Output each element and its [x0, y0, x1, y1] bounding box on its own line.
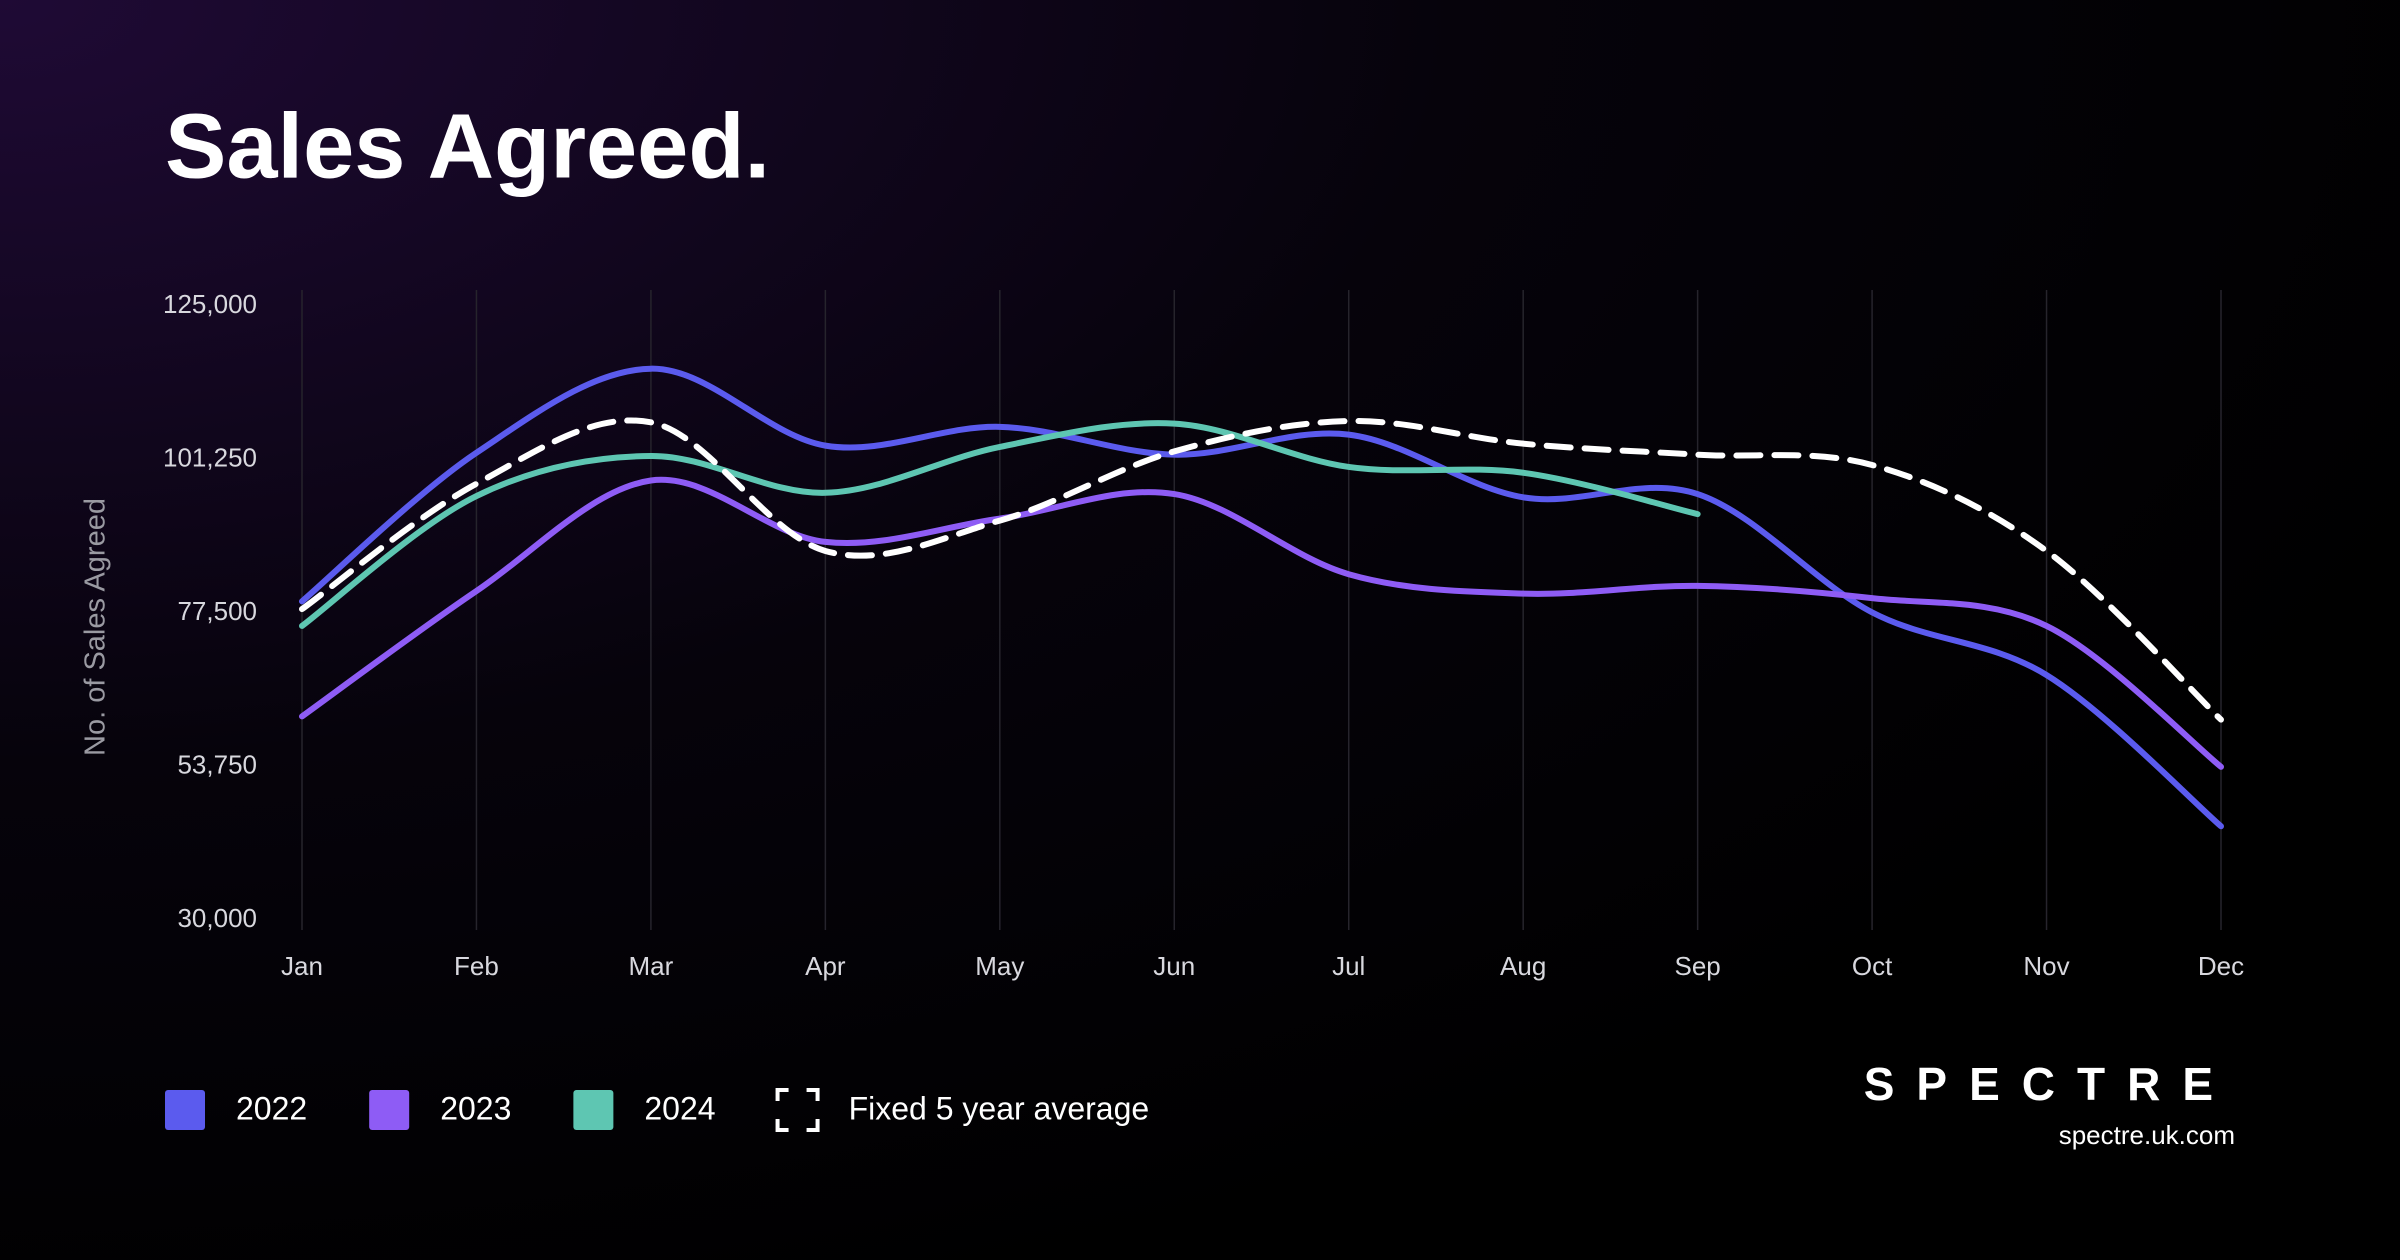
x-tick-label: Jun	[1153, 951, 1195, 981]
x-tick-label: Jul	[1332, 951, 1365, 981]
series-line	[299, 420, 1701, 629]
y-tick-label: 53,750	[177, 749, 257, 779]
legend-swatch	[573, 1090, 614, 1130]
legend-label: 2024	[644, 1090, 715, 1126]
x-tick-label: Mar	[629, 951, 674, 981]
x-tick-label: Jan	[281, 951, 323, 981]
y-tick-label: 77,500	[177, 596, 257, 626]
chart-title: Sales Agreed.	[165, 95, 770, 197]
x-tick-label: Feb	[454, 951, 499, 981]
y-axis-label: No. of Sales Agreed	[80, 498, 112, 756]
x-tick-label: May	[975, 951, 1024, 981]
legend-swatch	[165, 1090, 205, 1130]
series-line	[299, 476, 2224, 770]
series-line	[299, 417, 2224, 723]
y-tick-label: 125,000	[163, 289, 257, 319]
x-tick-label: Nov	[2023, 951, 2069, 981]
brand-logo: SPECTRE	[1864, 1058, 2235, 1110]
legend-swatch	[369, 1090, 410, 1130]
legend-label: Fixed 5 year average	[849, 1090, 1150, 1126]
y-tick-label: 30,000	[177, 903, 257, 933]
x-tick-label: Aug	[1500, 951, 1546, 981]
legend-swatch	[775, 1088, 820, 1132]
brand-url: spectre.uk.com	[2059, 1120, 2235, 1150]
x-tick-label: Apr	[805, 951, 846, 981]
legend-label: 2023	[440, 1090, 511, 1126]
x-tick-label: Dec	[2198, 951, 2244, 981]
legend-label: 2022	[236, 1090, 307, 1126]
x-tick-label: Sep	[1675, 951, 1721, 981]
x-tick-label: Oct	[1852, 951, 1893, 981]
y-tick-label: 101,250	[163, 442, 257, 472]
